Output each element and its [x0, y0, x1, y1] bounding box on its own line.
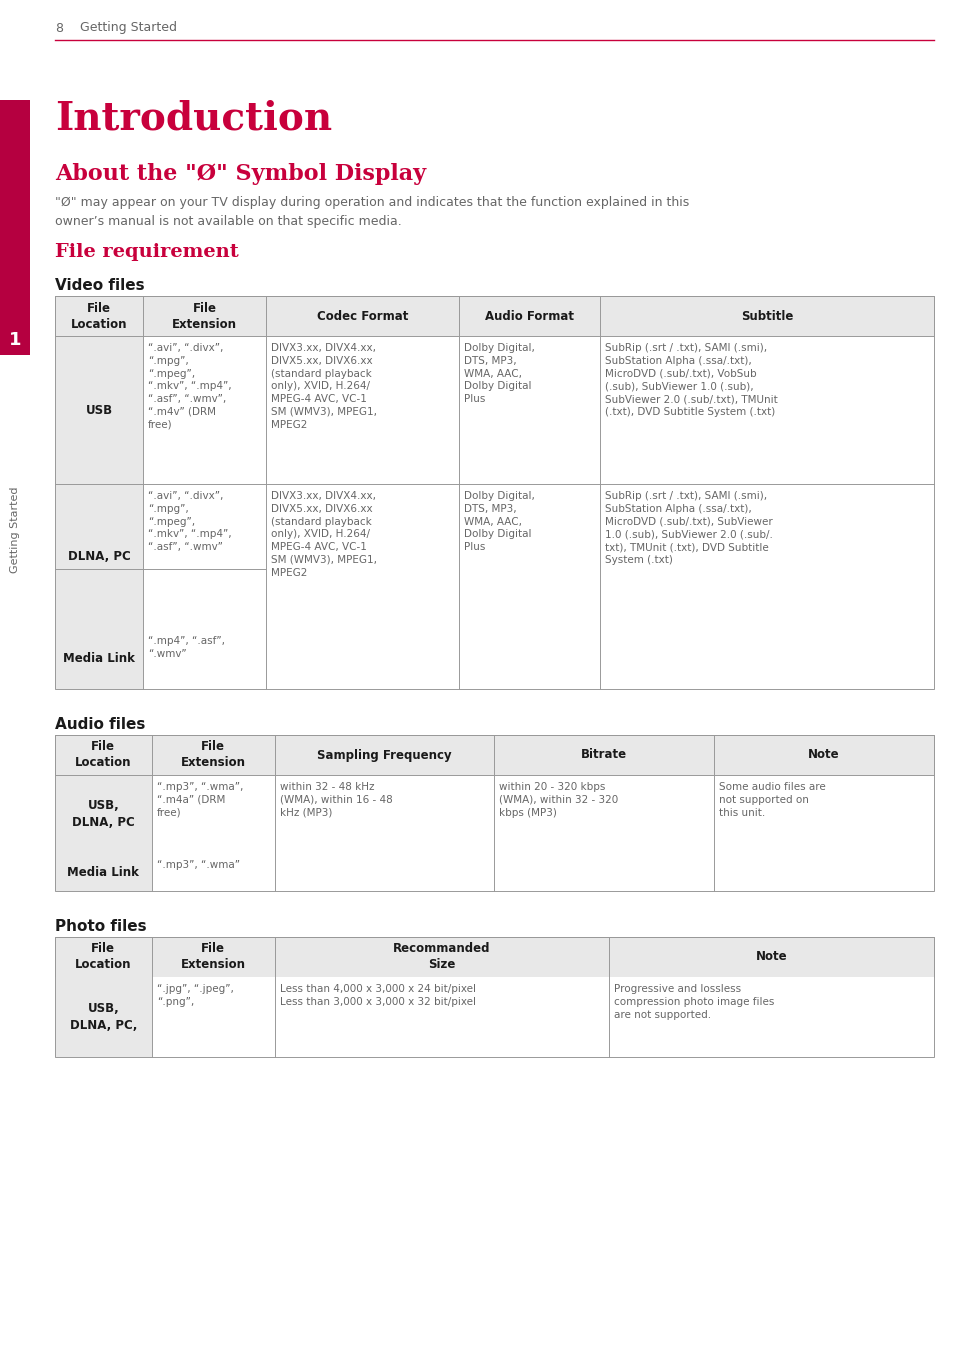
Text: Audio Format: Audio Format	[485, 310, 574, 322]
Text: “.avi”, “.divx”,
“.mpg”,
“.mpeg”,
“.mkv”, “.mp4”,
“.asf”, “.wmv”,
“.m4v” (DRM
fr: “.avi”, “.divx”, “.mpg”, “.mpeg”, “.mkv”…	[148, 343, 232, 429]
Bar	[55, 630, 143, 689]
Text: SubRip (.srt / .txt), SAMI (.smi),
SubStation Alpha (.ssa/.txt),
MicroDVD (.sub/: SubRip (.srt / .txt), SAMI (.smi), SubSt…	[604, 343, 777, 417]
Text: File
Location: File Location	[71, 302, 127, 330]
Bar	[55, 336, 933, 483]
Text: Dolby Digital,
DTS, MP3,
WMA, AAC,
Dolby Digital
Plus: Dolby Digital, DTS, MP3, WMA, AAC, Dolby…	[464, 492, 535, 552]
Text: “.mp4”, “.asf”,
“.wmv”: “.mp4”, “.asf”, “.wmv”	[148, 636, 225, 659]
Bar	[55, 937, 933, 978]
Text: USB,
DLNA, PC: USB, DLNA, PC	[71, 799, 134, 829]
Text: About the "Ø" Symbol Display: About the "Ø" Symbol Display	[55, 162, 426, 185]
Bar	[55, 483, 933, 630]
Text: Getting Started: Getting Started	[10, 486, 20, 573]
Text: 1: 1	[9, 330, 21, 349]
Text: Progressive and lossless
compression photo image files
are not supported.: Progressive and lossless compression pho…	[613, 984, 773, 1020]
Bar	[55, 853, 933, 891]
Text: Note: Note	[755, 951, 786, 964]
Text: Media Link: Media Link	[68, 865, 139, 879]
Text: Video files: Video files	[55, 278, 145, 292]
Text: File
Location: File Location	[75, 942, 132, 972]
Text: Audio files: Audio files	[55, 718, 145, 733]
Text: Recommanded
Size: Recommanded Size	[393, 942, 490, 972]
Text: File
Extension: File Extension	[180, 741, 246, 769]
Text: 8: 8	[55, 22, 63, 34]
Text: Dolby Digital,
DTS, MP3,
WMA, AAC,
Dolby Digital
Plus: Dolby Digital, DTS, MP3, WMA, AAC, Dolby…	[464, 343, 535, 405]
Bar	[55, 630, 933, 689]
Text: File
Location: File Location	[75, 741, 132, 769]
Bar	[55, 297, 933, 689]
Text: Subtitle: Subtitle	[740, 310, 792, 322]
Text: Photo files: Photo files	[55, 919, 147, 934]
Bar	[55, 735, 933, 891]
Text: SubRip (.srt / .txt), SAMI (.smi),
SubStation Alpha (.ssa/.txt),
MicroDVD (.sub/: SubRip (.srt / .txt), SAMI (.smi), SubSt…	[604, 492, 772, 565]
Text: within 20 - 320 kbps
(WMA), within 32 - 320
kbps (MP3): within 20 - 320 kbps (WMA), within 32 - …	[499, 783, 618, 818]
Bar	[55, 853, 152, 891]
Text: Introduction: Introduction	[55, 100, 332, 138]
Text: “.jpg”, “.jpeg”,
“.png”,: “.jpg”, “.jpeg”, “.png”,	[156, 984, 233, 1007]
Text: File
Extension: File Extension	[172, 302, 236, 330]
Bar	[55, 297, 933, 336]
Text: “.avi”, “.divx”,
“.mpg”,
“.mpeg”,
“.mkv”, “.mp4”,
“.asf”, “.wmv”: “.avi”, “.divx”, “.mpg”, “.mpeg”, “.mkv”…	[148, 492, 232, 552]
Text: USB,
DLNA, PC,: USB, DLNA, PC,	[70, 1002, 137, 1032]
Bar	[55, 774, 933, 853]
Bar	[55, 937, 933, 1057]
Text: “.mp3”, “.wma”: “.mp3”, “.wma”	[156, 860, 239, 871]
Text: Codec Format: Codec Format	[316, 310, 408, 322]
Text: File
Extension: File Extension	[180, 942, 246, 972]
Text: Media Link: Media Link	[63, 653, 134, 666]
Bar	[55, 483, 143, 630]
Text: Sampling Frequency: Sampling Frequency	[317, 749, 452, 761]
Text: DIVX3.xx, DIVX4.xx,
DIVX5.xx, DIVX6.xx
(standard playback
only), XVID, H.264/
MP: DIVX3.xx, DIVX4.xx, DIVX5.xx, DIVX6.xx (…	[271, 343, 376, 429]
Text: within 32 - 48 kHz
(WMA), within 16 - 48
kHz (MP3): within 32 - 48 kHz (WMA), within 16 - 48…	[279, 783, 392, 818]
Text: Note: Note	[807, 749, 839, 761]
Text: File requirement: File requirement	[55, 242, 238, 261]
Bar	[0, 100, 30, 355]
Text: DLNA, PC: DLNA, PC	[68, 550, 131, 563]
Text: "Ø" may appear on your TV display during operation and indicates that the functi: "Ø" may appear on your TV display during…	[55, 196, 688, 227]
Bar	[55, 735, 933, 774]
Bar	[55, 978, 152, 1057]
Bar	[55, 978, 933, 1057]
Text: Bitrate: Bitrate	[580, 749, 627, 761]
Text: Less than 4,000 x 3,000 x 24 bit/pixel
Less than 3,000 x 3,000 x 32 bit/pixel: Less than 4,000 x 3,000 x 24 bit/pixel L…	[279, 984, 476, 1007]
Text: DIVX3.xx, DIVX4.xx,
DIVX5.xx, DIVX6.xx
(standard playback
only), XVID, H.264/
MP: DIVX3.xx, DIVX4.xx, DIVX5.xx, DIVX6.xx (…	[271, 492, 376, 578]
Bar	[55, 336, 143, 483]
Text: Some audio files are
not supported on
this unit.: Some audio files are not supported on th…	[719, 783, 825, 818]
Text: “.mp3”, “.wma”,
“.m4a” (DRM
free): “.mp3”, “.wma”, “.m4a” (DRM free)	[156, 783, 243, 818]
Text: Getting Started: Getting Started	[80, 22, 177, 34]
Text: USB: USB	[86, 403, 112, 417]
Bar	[55, 774, 152, 853]
